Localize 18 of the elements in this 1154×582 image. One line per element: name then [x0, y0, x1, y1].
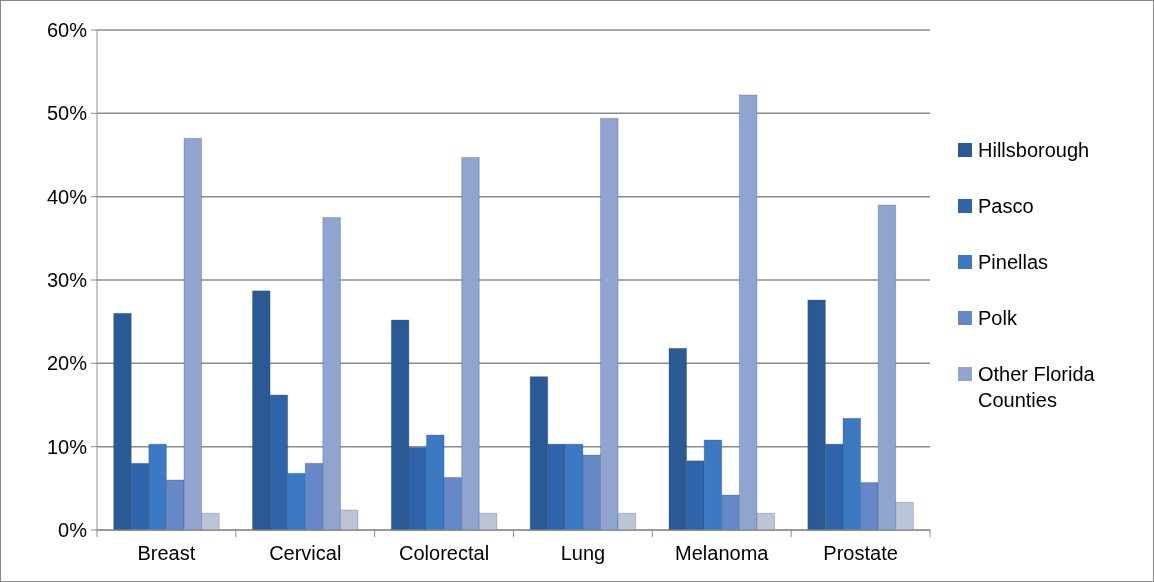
x-tick-label: Lung — [560, 542, 606, 564]
legend-label: Hillsborough — [978, 139, 1090, 161]
x-tick-label: Cervical — [269, 542, 342, 564]
legend-label: Pinellas — [978, 251, 1049, 273]
legend-label: Other Florida Counties — [978, 363, 1096, 411]
y-tick-label: 60% — [46, 19, 88, 41]
x-tick-label: Melanoma — [675, 542, 770, 564]
y-tick-label: 30% — [46, 269, 88, 291]
y-tick-label: 20% — [46, 352, 88, 375]
x-tick-label: Prostate — [823, 542, 898, 564]
legend-label: Pasco — [978, 195, 1034, 217]
legend-label: Polk — [978, 307, 1018, 329]
y-tick-label: 50% — [46, 102, 88, 125]
y-tick-label: 40% — [46, 185, 88, 208]
y-tick-label: 0% — [58, 519, 88, 541]
x-tick-label: Breast — [137, 542, 196, 564]
x-tick-label: Colorectal — [399, 542, 490, 564]
y-tick-label: 10% — [46, 435, 88, 458]
